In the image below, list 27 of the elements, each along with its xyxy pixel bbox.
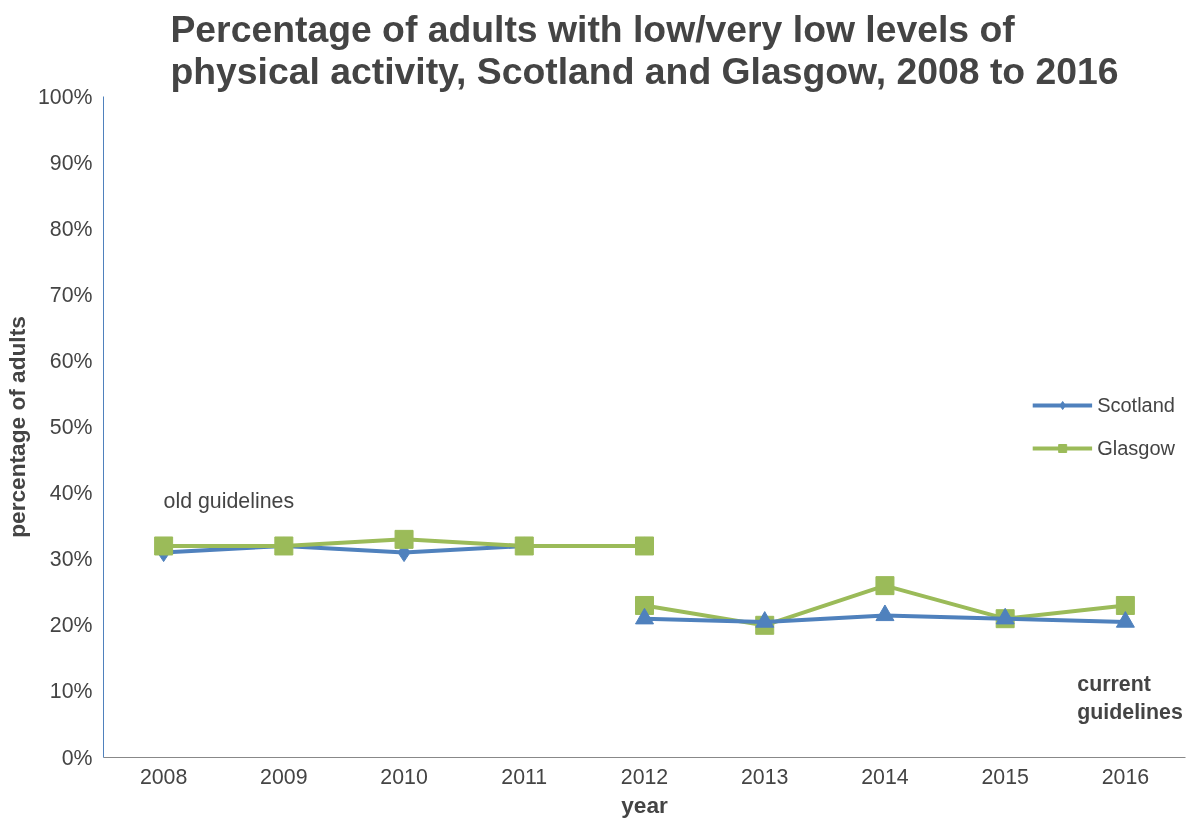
y-tick-label: 100%	[37, 84, 93, 109]
y-tick-label: 0%	[61, 745, 93, 770]
x-axis-title: year	[621, 791, 668, 818]
x-tick-label: 2009	[260, 764, 308, 789]
annotation: old guidelines	[163, 488, 295, 513]
y-tick-label: 30%	[49, 547, 93, 572]
legend-label: Glasgow	[1097, 436, 1175, 460]
x-tick-label: 2014	[861, 764, 909, 789]
x-tick-label: 2016	[1101, 764, 1150, 789]
y-tick-label: 20%	[49, 613, 93, 638]
y-tick-label: 10%	[49, 679, 93, 704]
chart-title: Percentage of adults with low/very low levels of physical activity, Scotland and Glasgow, 2008 to 2016	[170, 7, 1119, 92]
y-tick-label: 70%	[49, 282, 93, 307]
y-tick-label: 40%	[49, 481, 93, 506]
x-tick-label: 2015	[981, 764, 1029, 789]
x-tick-label: 2008	[139, 764, 188, 789]
annotation: current guidelines	[1077, 671, 1183, 725]
y-tick-label: 60%	[49, 348, 93, 373]
x-tick-label: 2013	[741, 764, 789, 789]
y-tick-label: 50%	[49, 415, 93, 439]
y-axis-title: percentage of adults	[3, 316, 30, 538]
y-tick-label: 90%	[49, 150, 93, 175]
x-tick-label: 2010	[380, 764, 428, 789]
x-tick-label: 2012	[620, 764, 669, 789]
x-tick-label: 2011	[501, 764, 548, 789]
legend-label: Scotland	[1097, 393, 1175, 417]
y-tick-label: 80%	[49, 216, 93, 241]
